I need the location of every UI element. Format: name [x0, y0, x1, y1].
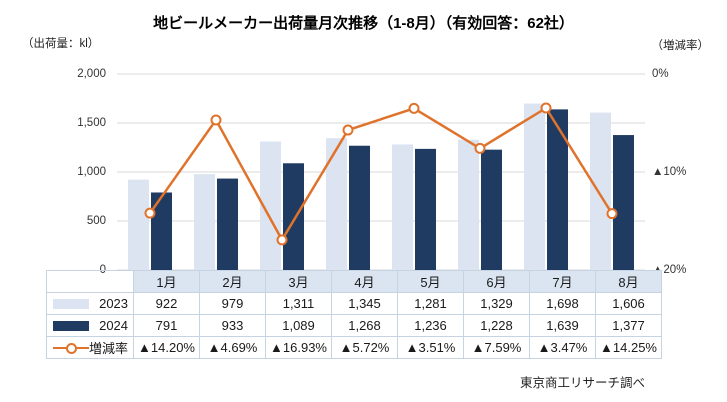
rate-marker-3月: [276, 234, 288, 246]
legend-2024: 2024: [45, 314, 135, 337]
rate-cell: ▲7.59%: [463, 336, 531, 359]
month-header: 7月: [529, 270, 597, 293]
month-header: 3月: [265, 270, 333, 293]
legend-label-2024: 2024: [99, 318, 129, 333]
bar-2024-7月: [547, 109, 568, 270]
rate-marker-6月: [474, 142, 486, 154]
rate-marker-1月: [144, 207, 156, 219]
legend-swatch-2024: [53, 320, 89, 331]
rate-marker-5月: [408, 102, 420, 114]
rate-line: [148, 106, 614, 242]
rate-marker-7月: [540, 102, 552, 114]
legend-swatch-2023: [53, 298, 89, 309]
bar-2024-5月: [415, 148, 436, 270]
table-row-2023: 2023 922 979 1,311 1,345 1,281 1,329 1,6…: [45, 292, 663, 315]
bar-2023-4月: [326, 138, 347, 270]
y-axis-tick: 2,000: [77, 68, 106, 80]
bar-2023-7月: [524, 103, 545, 270]
bar-2024-1月: [151, 192, 172, 270]
value-cell: 933: [199, 314, 267, 337]
value-cell: 1,345: [331, 292, 399, 315]
bar-2023-1月: [128, 179, 149, 270]
chart-plot-area: [117, 73, 645, 270]
bar-2024-6月: [481, 149, 502, 270]
value-cell: 1,268: [331, 314, 399, 337]
bar-2023-3月: [260, 141, 281, 270]
value-cell: 1,228: [463, 314, 531, 337]
rate-cell: ▲14.25%: [595, 336, 663, 359]
table-corner-cell: [45, 270, 135, 293]
month-header: 4月: [331, 270, 399, 293]
rate-cell: ▲3.51%: [397, 336, 465, 359]
right-axis-tick: ▲10%: [652, 166, 687, 178]
rate-line-legend-icon: [53, 342, 89, 354]
month-header: 6月: [463, 270, 531, 293]
y-axis-tick: 1,500: [77, 117, 106, 129]
rate-cell: ▲5.72%: [331, 336, 399, 359]
y-axis-tick: 500: [86, 215, 106, 227]
legend-label-rate: 増減率: [89, 341, 129, 356]
bar-2023-8月: [590, 112, 611, 270]
rate-cell: ▲4.69%: [199, 336, 267, 359]
rate-marker-2月: [210, 114, 222, 126]
legend-label-2023: 2023: [99, 296, 129, 311]
value-cell: 1,329: [463, 292, 531, 315]
bar-2024-3月: [283, 163, 304, 270]
value-cell: 922: [133, 292, 201, 315]
value-cell: 1,281: [397, 292, 465, 315]
y-axis-tick: 1,000: [77, 166, 106, 178]
rate-marker-8月: [606, 208, 618, 220]
table-row-rate: 増減率 ▲14.20% ▲4.69% ▲16.93% ▲5.72% ▲3.51%…: [45, 336, 663, 359]
bar-2023-2月: [194, 174, 215, 270]
data-table: 1月 2月 3月 4月 5月 6月 7月 8月 2023 922 979 1,3…: [45, 270, 663, 359]
bar-2023-6月: [458, 139, 479, 270]
rate-cell: ▲14.20%: [133, 336, 201, 359]
right-axis-tick: ▲20%: [652, 264, 687, 276]
month-header: 8月: [595, 270, 663, 293]
bar-2024-2月: [217, 178, 238, 270]
right-axis-tick: 0%: [652, 68, 669, 80]
bar-2023-5月: [392, 144, 413, 270]
value-cell: 1,089: [265, 314, 333, 337]
table-row-2024: 2024 791 933 1,089 1,268 1,236 1,228 1,6…: [45, 314, 663, 337]
value-cell: 1,606: [595, 292, 663, 315]
value-cell: 1,377: [595, 314, 663, 337]
page-title: 地ビールメーカー出荷量月次推移（1-8月）（有効回答：62社）: [153, 15, 574, 32]
rate-marker-4月: [342, 124, 354, 136]
legend-2023: 2023: [45, 292, 135, 315]
value-cell: 1,639: [529, 314, 597, 337]
rate-cell: ▲16.93%: [265, 336, 333, 359]
month-header-row: 1月 2月 3月 4月 5月 6月 7月 8月: [45, 270, 663, 293]
bar-2024-4月: [349, 145, 370, 270]
value-cell: 791: [133, 314, 201, 337]
legend-rate: 増減率: [45, 336, 135, 359]
left-axis-unit-label: （出荷量：kl）: [22, 38, 100, 50]
rate-cell: ▲3.47%: [529, 336, 597, 359]
value-cell: 979: [199, 292, 267, 315]
bar-2024-8月: [613, 135, 634, 270]
right-axis-unit-label: （増減率）: [651, 40, 710, 52]
value-cell: 1,236: [397, 314, 465, 337]
value-cell: 1,698: [529, 292, 597, 315]
value-cell: 1,311: [265, 292, 333, 315]
month-header: 1月: [133, 270, 201, 293]
month-header: 2月: [199, 270, 267, 293]
source-note: 東京商工リサーチ調べ: [519, 376, 645, 390]
month-header: 5月: [397, 270, 465, 293]
